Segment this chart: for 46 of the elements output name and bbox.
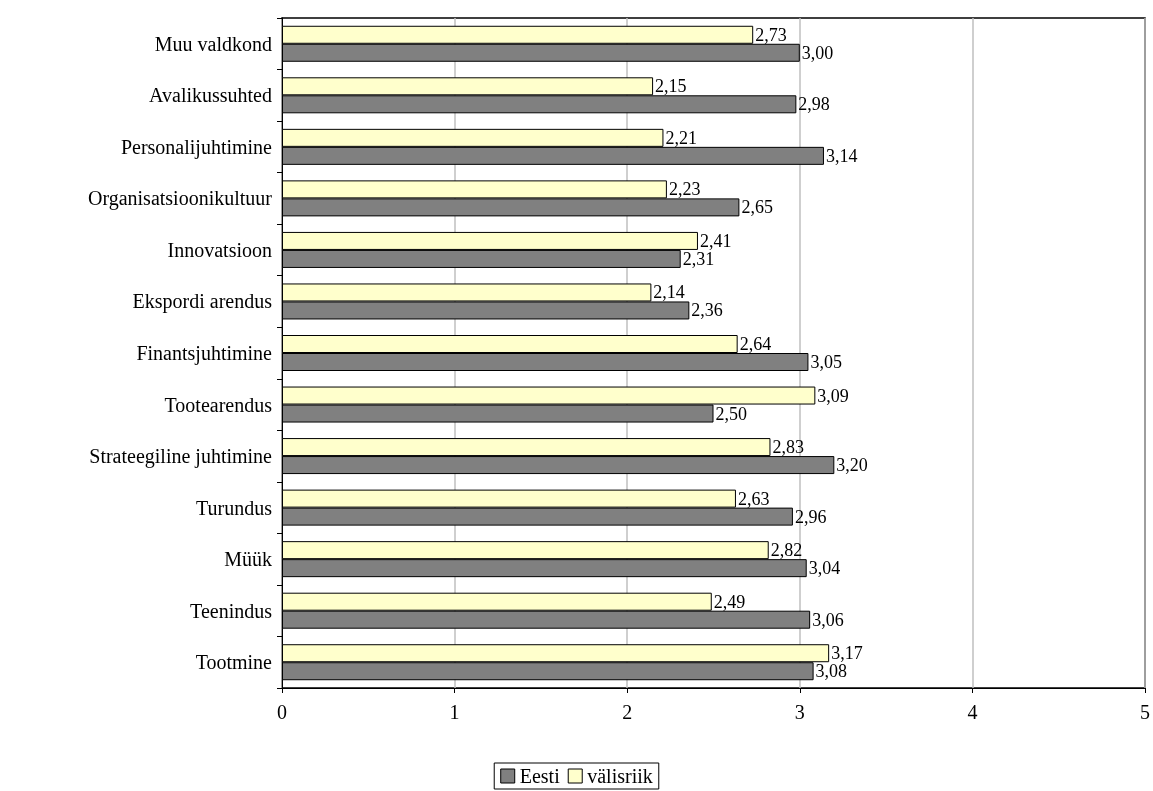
data-label: 2,49 (713, 591, 746, 612)
data-label: 2,50 (715, 403, 747, 424)
x-tick-label: 4 (967, 701, 978, 723)
y-tick-label: Strateegiline juhtimine (89, 445, 273, 469)
y-tick-label: Innovatsioon (167, 238, 272, 261)
x-tick-label: 3 (794, 701, 805, 723)
data-label: 3,05 (810, 352, 842, 372)
data-label: 2,65 (741, 197, 773, 218)
y-tick-label: Ekspordi arendus (132, 290, 273, 314)
y-tick-label: Finantsjuhtimine (136, 342, 273, 365)
legend-label: välisriik (587, 765, 653, 787)
y-tick-label: Teenindus (190, 599, 273, 622)
y-tick-label: Personalijuhtimine (120, 135, 273, 159)
x-tick-label: 0 (277, 701, 287, 723)
data-label: 3,04 (808, 558, 841, 579)
data-label: 2,64 (739, 334, 772, 354)
data-label: 3,17 (831, 643, 863, 664)
data-label: 2,73 (755, 24, 787, 45)
data-label: 2,83 (772, 437, 804, 458)
data-label: 2,96 (794, 506, 827, 527)
data-label: 2,41 (699, 230, 732, 251)
data-label: 3,09 (817, 385, 849, 406)
data-label: 3,08 (815, 661, 848, 682)
y-tick-label: Muu valdkond (154, 32, 272, 55)
y-tick-label: Avalikussuhted (149, 84, 272, 107)
data-label: 3,14 (825, 145, 858, 166)
data-label: 2,23 (668, 179, 701, 200)
legend-label: Eesti (519, 765, 561, 787)
y-tick-label: Organisatsioonikultuur (87, 187, 273, 211)
data-label: 2,63 (737, 488, 770, 509)
x-tick-label: 2 (622, 701, 633, 723)
x-tick-label: 5 (1140, 701, 1150, 723)
y-tick-label: Tootearendus (164, 393, 273, 416)
data-label: 2,36 (691, 300, 723, 321)
data-label: 3,20 (836, 455, 868, 476)
y-tick-label: Turundus (196, 496, 273, 519)
data-label: 2,21 (665, 127, 697, 148)
data-label: 2,82 (770, 540, 803, 561)
x-tick-label: 1 (449, 701, 460, 723)
data-label: 3,06 (812, 609, 844, 630)
data-label: 3,00 (801, 42, 834, 63)
y-tick-label: Tootmine (195, 651, 273, 674)
data-label: 2,98 (798, 94, 830, 115)
data-label: 2,14 (653, 282, 685, 303)
y-tick-label: Müük (224, 548, 272, 571)
data-label: 2,15 (655, 76, 687, 97)
